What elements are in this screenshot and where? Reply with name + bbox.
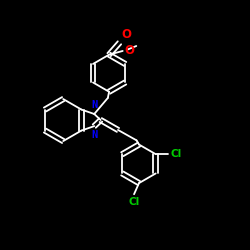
- Text: Cl: Cl: [128, 197, 140, 207]
- Text: O: O: [122, 28, 132, 41]
- Text: Cl: Cl: [170, 149, 182, 159]
- Text: N: N: [91, 130, 97, 140]
- Text: O: O: [125, 44, 135, 58]
- Text: N: N: [91, 100, 97, 110]
